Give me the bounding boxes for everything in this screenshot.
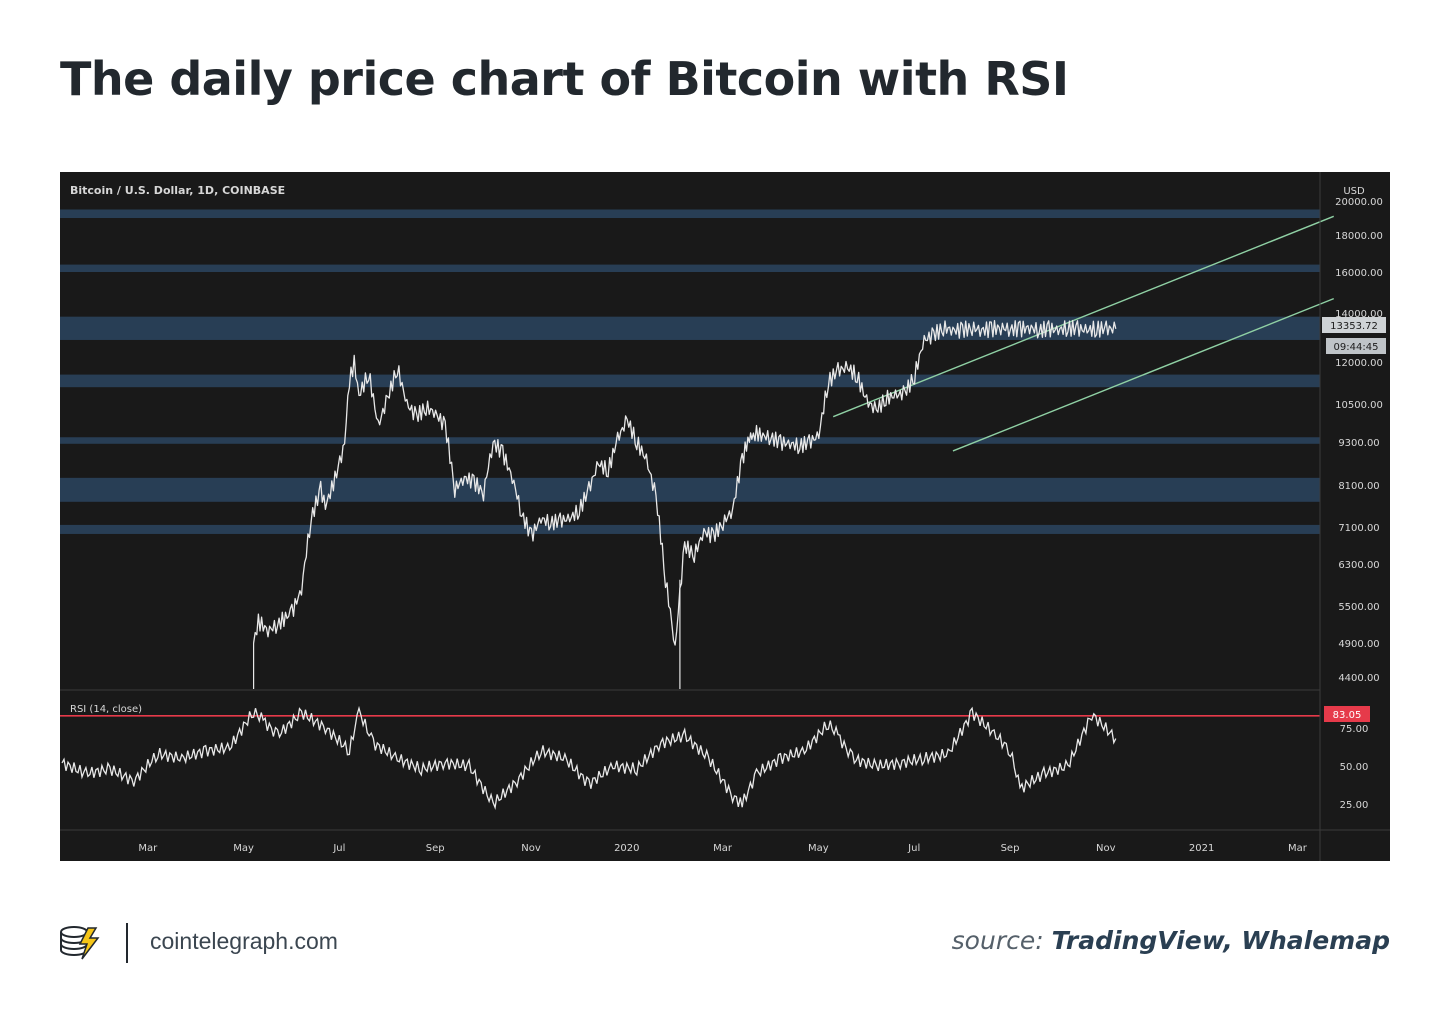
- channel-line: [952, 298, 1335, 452]
- price-tick-label: 16000.00: [1335, 268, 1383, 279]
- price-tick-label: 4900.00: [1338, 639, 1379, 650]
- time-axis-ticks: Mar May Jul Sep Nov 2020 Mar May Jul Sep Nov 2021 Ma…: [138, 843, 1307, 854]
- current-price-tag-bg: [1322, 317, 1386, 333]
- source-names: TradingView, Whalemap: [1051, 926, 1390, 955]
- time-tick-label: Mar: [138, 843, 158, 854]
- price-tick-label: 18000.00: [1335, 231, 1383, 242]
- rsi-label: RSI (14, close): [70, 704, 142, 715]
- resistance-band: [60, 316, 1320, 340]
- cointelegraph-logo-icon: [60, 926, 100, 960]
- current-price-tags: 13353.72 09:44:45: [1322, 317, 1386, 354]
- time-tick-label: Sep: [426, 843, 445, 854]
- source-prefix: source:: [951, 926, 1044, 955]
- current-price-tag: 13353.72: [1330, 321, 1378, 332]
- countdown-tag-bg: [1326, 338, 1386, 354]
- rsi-value-tag-bg: [1324, 706, 1370, 722]
- price-tick-label: 4400.00: [1338, 673, 1379, 684]
- time-tick-label: 2020: [614, 843, 639, 854]
- symbol-label: Bitcoin / U.S. Dollar, 1D, COINBASE: [70, 184, 285, 197]
- rsi-axis-ticks: 75.00 50.00 25.00: [1340, 724, 1369, 811]
- price-tick-label: 6300.00: [1338, 560, 1379, 571]
- rsi-pane: [60, 705, 1320, 810]
- chart-panel: Bitcoin / U.S. Dollar, 1D, COINBASE USD …: [60, 172, 1390, 861]
- price-tick-label: 8100.00: [1338, 481, 1379, 492]
- resistance-band: [60, 524, 1320, 534]
- price-line: [252, 319, 1117, 646]
- price-tick-label: 20000.00: [1335, 197, 1383, 208]
- time-tick-label: May: [233, 843, 254, 854]
- price-unit-label: USD: [1343, 186, 1365, 197]
- rsi-tick-label: 25.00: [1340, 800, 1369, 811]
- price-tick-label: 7100.00: [1338, 523, 1379, 534]
- price-axis-ticks: 20000.00 18000.00 16000.00 14000.00 12000.00…: [1335, 197, 1383, 684]
- resistance-band: [60, 437, 1320, 444]
- rsi-line: [61, 705, 1117, 810]
- price-series: [252, 319, 1117, 689]
- time-tick-label: Sep: [1001, 843, 1020, 854]
- footer-site-name[interactable]: cointelegraph.com: [150, 928, 338, 954]
- rsi-value-tag: 83.05: [1324, 706, 1370, 722]
- resistance-bands: [60, 209, 1320, 534]
- ascending-channel: [832, 215, 1335, 452]
- source-credit: source: TradingView, Whalemap: [952, 926, 1390, 955]
- page-title: The daily price chart of Bitcoin with RS…: [60, 52, 1069, 106]
- price-tick-label: 14000.00: [1335, 309, 1383, 320]
- time-tick-label: Jul: [907, 843, 920, 854]
- time-tick-label: 2021: [1189, 843, 1214, 854]
- resistance-band: [60, 209, 1320, 218]
- countdown-tag: 09:44:45: [1334, 342, 1379, 353]
- resistance-band: [60, 264, 1320, 272]
- rsi-tick-label: 75.00: [1340, 724, 1369, 735]
- price-tick-label: 5500.00: [1338, 602, 1379, 613]
- rsi-tick-label: 50.00: [1340, 762, 1369, 773]
- resistance-band: [60, 477, 1320, 502]
- rsi-value-text: 83.05: [1333, 710, 1362, 721]
- channel-line: [832, 215, 1335, 418]
- bitcoin-rsi-chart: Bitcoin / U.S. Dollar, 1D, COINBASE USD …: [60, 172, 1390, 861]
- price-tick-label: 12000.00: [1335, 358, 1383, 369]
- footer-separator: [126, 923, 128, 963]
- price-tick-label: 9300.00: [1338, 438, 1379, 449]
- time-tick-label: Nov: [1096, 843, 1116, 854]
- time-tick-label: Nov: [521, 843, 541, 854]
- price-tick-label: 10500.00: [1335, 400, 1383, 411]
- time-tick-label: May: [808, 843, 829, 854]
- time-tick-label: Mar: [1288, 843, 1308, 854]
- resistance-band: [60, 374, 1320, 388]
- time-tick-label: Mar: [713, 843, 733, 854]
- time-tick-label: Jul: [332, 843, 345, 854]
